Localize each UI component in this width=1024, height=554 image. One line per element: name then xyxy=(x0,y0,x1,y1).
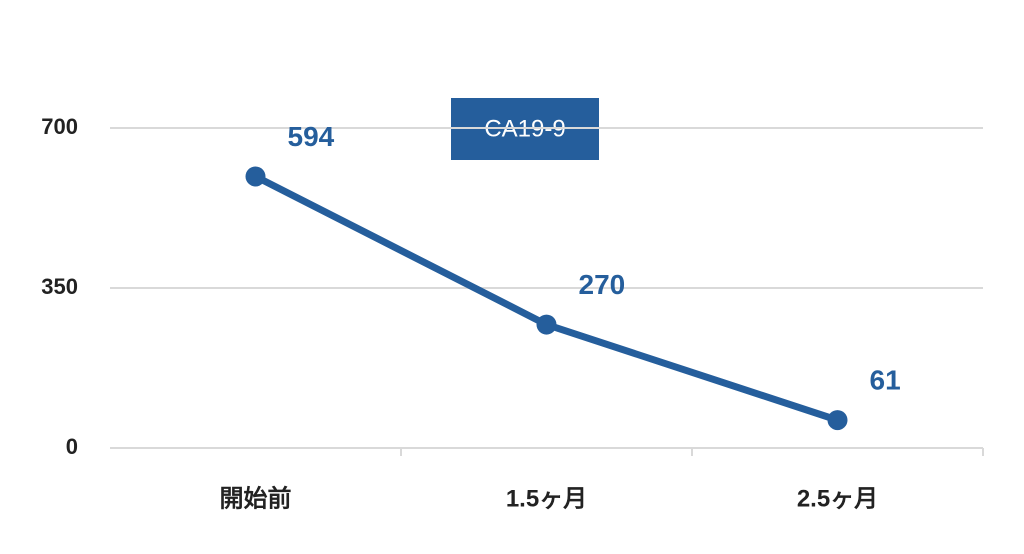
x-tick-label: 開始前 xyxy=(220,484,292,512)
data-label: 594 xyxy=(288,121,335,152)
data-label: 61 xyxy=(870,365,901,396)
plot: 0 350 700 開始前 1.5ヶ月 2.5ヶ月 594 270 61 xyxy=(41,114,984,512)
line xyxy=(253,173,839,424)
point xyxy=(536,314,557,335)
x-tick-label: 2.5ヶ月 xyxy=(797,485,878,512)
point xyxy=(827,410,848,431)
y-tick-label: 350 xyxy=(41,274,78,299)
point xyxy=(245,166,266,187)
y-tick-label: 0 xyxy=(66,434,78,459)
x-tick-label: 1.5ヶ月 xyxy=(506,485,587,512)
data-label: 270 xyxy=(579,269,626,300)
y-tick-label: 700 xyxy=(41,114,78,139)
